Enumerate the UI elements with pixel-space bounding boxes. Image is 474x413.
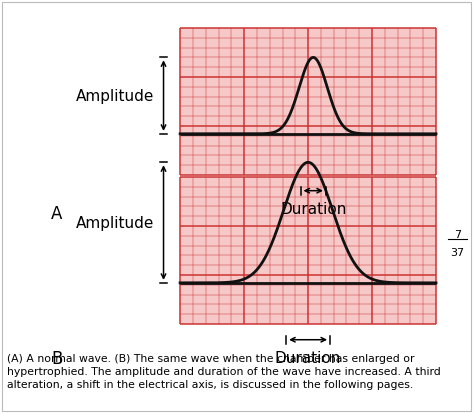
Text: 37: 37 (450, 248, 465, 258)
Text: Amplitude: Amplitude (76, 216, 154, 230)
Bar (180, 178, 436, 324)
Text: B: B (51, 349, 63, 367)
Text: 7: 7 (454, 230, 461, 240)
Bar (180, 29, 436, 176)
Text: Amplitude: Amplitude (76, 89, 154, 104)
Text: Duration: Duration (280, 202, 346, 216)
Text: Duration: Duration (275, 350, 341, 365)
Text: (A) A normal wave. (B) The same wave when the chamber has enlarged or
hypertroph: (A) A normal wave. (B) The same wave whe… (7, 353, 441, 389)
Text: A: A (51, 204, 63, 222)
